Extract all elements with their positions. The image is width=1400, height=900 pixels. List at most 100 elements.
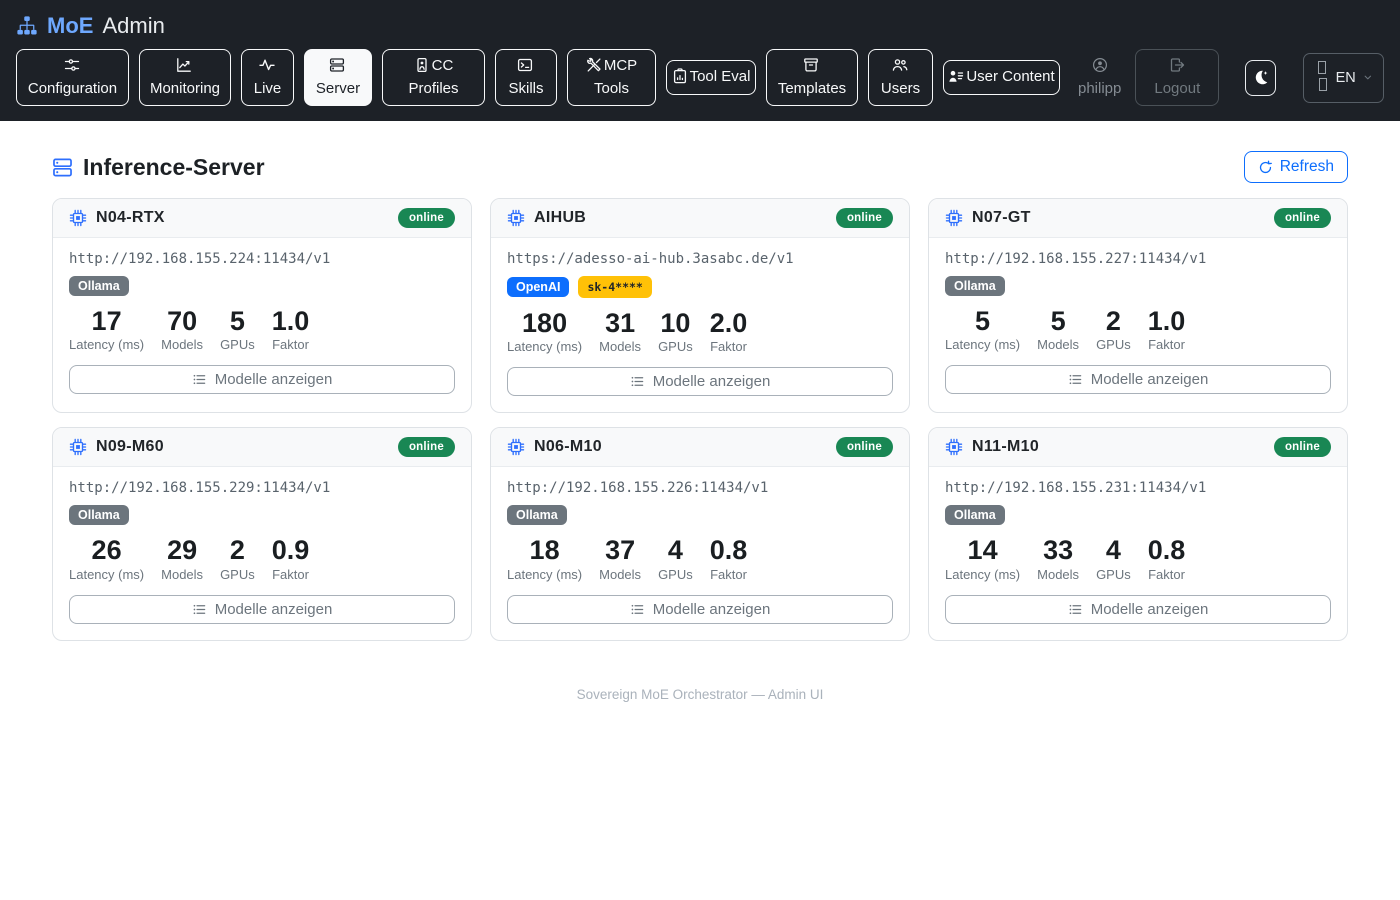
flag-placeholder-icon <box>1315 60 1328 95</box>
diagram-logo-icon <box>17 16 37 35</box>
page-title: Inference-Server <box>52 154 265 181</box>
stat-gpus: 2 <box>229 535 245 566</box>
stat-gpus: 2 <box>1105 306 1121 336</box>
nav-label: Server <box>315 79 361 97</box>
nav-label: Tool Eval <box>689 68 751 86</box>
footer-text: Sovereign MoE Orchestrator — Admin UI <box>576 686 824 702</box>
refresh-button[interactable]: Refresh <box>1243 151 1348 183</box>
nav-label: CC Profiles <box>408 57 459 97</box>
brand: MoE Admin <box>16 13 1384 39</box>
nav-label: Configuration <box>27 79 118 97</box>
nav-label: MCP Tools <box>593 57 638 97</box>
stat-models: 70 <box>167 306 198 336</box>
server-stats: 18 Latency (ms) 37 Models 4 GPUs 0.8 Faktor <box>507 535 748 582</box>
cpu-icon <box>507 439 525 456</box>
stat-faktor: 0.8 <box>1147 535 1186 566</box>
nav-monitoring[interactable]: Monitoring <box>139 49 231 106</box>
nav-configuration[interactable]: Configuration <box>16 49 129 106</box>
status-badge: online <box>1273 208 1331 228</box>
stat-models: 31 <box>605 308 636 338</box>
list-icon <box>631 604 643 614</box>
username: philipp <box>1078 79 1122 97</box>
nav-user-content[interactable]: User Content <box>943 60 1060 95</box>
server-url: http://192.168.155.227:11434/v1 <box>945 251 1207 267</box>
server-stack-icon <box>53 158 72 176</box>
stat-gpus: 10 <box>660 308 691 338</box>
person-circle-icon <box>1092 57 1107 72</box>
nav-label: Live <box>253 79 282 97</box>
moon-stars-icon <box>1256 70 1268 85</box>
nav-label: User Content <box>966 68 1055 86</box>
show-models-button[interactable]: Modelle anzeigen <box>69 594 455 624</box>
nav-templates[interactable]: Templates <box>766 49 858 106</box>
people-icon <box>892 58 907 71</box>
stat-models: 5 <box>1050 306 1066 336</box>
nav-server[interactable]: Server <box>304 49 372 106</box>
clipboard-data-icon <box>673 68 686 83</box>
stat-latency: 26 <box>91 535 122 566</box>
status-badge: online <box>397 208 455 228</box>
nav-mcp-tools[interactable]: MCP Tools <box>567 49 656 106</box>
show-models-button[interactable]: Modelle anzeigen <box>507 367 893 397</box>
stat-latency: 5 <box>975 306 991 336</box>
nav-tool-eval[interactable]: Tool Eval <box>666 60 756 95</box>
engine-badge: Ollama <box>945 505 1005 526</box>
cpu-icon <box>69 439 87 456</box>
server-stats: 14 Latency (ms) 33 Models 4 GPUs 0.8 Faktor <box>945 535 1186 582</box>
nav-label: Users <box>880 79 921 97</box>
main-content: Inference-Server Refresh N04-RTX online … <box>40 151 1360 702</box>
nav-users[interactable]: Users <box>868 49 933 106</box>
server-card: N11-M10 online http://192.168.155.231:11… <box>928 427 1348 641</box>
list-icon <box>1069 375 1081 385</box>
server-card: N06-M10 online http://192.168.155.226:11… <box>490 427 910 641</box>
server-stats: 5 Latency (ms) 5 Models 2 GPUs 1.0 Faktor <box>945 306 1186 353</box>
engine-badge: Ollama <box>945 276 1005 296</box>
show-models-button[interactable]: Modelle anzeigen <box>507 594 893 624</box>
archive-icon <box>804 57 818 72</box>
stat-faktor: 1.0 <box>271 306 310 336</box>
stat-gpus: 4 <box>1105 535 1121 566</box>
stat-latency: 180 <box>522 308 568 338</box>
server-card: AIHUB online https://adesso-ai-hub.3asab… <box>490 198 910 414</box>
engine-badge: Ollama <box>69 276 129 296</box>
nav-cc-profiles[interactable]: CC Profiles <box>382 49 485 106</box>
list-icon <box>1069 604 1081 614</box>
status-badge: online <box>397 437 455 458</box>
nav-label: Monitoring <box>149 79 221 97</box>
stat-latency: 14 <box>967 535 998 566</box>
status-badge: online <box>835 437 893 458</box>
stat-latency: 18 <box>529 535 560 566</box>
show-models-button[interactable]: Modelle anzeigen <box>945 594 1331 624</box>
show-models-button[interactable]: Modelle anzeigen <box>945 365 1331 395</box>
logout-label: Logout <box>1154 79 1201 97</box>
stat-gpus: 4 <box>667 535 683 566</box>
server-url: http://192.168.155.229:11434/v1 <box>69 480 331 497</box>
list-icon <box>631 377 643 387</box>
list-icon <box>193 604 205 614</box>
nav-label: Skills <box>508 79 544 97</box>
cpu-icon <box>507 209 525 227</box>
language-select[interactable]: EN <box>1303 52 1385 103</box>
engine-badge: Ollama <box>69 505 129 526</box>
stat-faktor: 0.8 <box>709 535 748 566</box>
show-models-button[interactable]: Modelle anzeigen <box>69 365 455 395</box>
stat-faktor: 1.0 <box>1147 306 1186 336</box>
sliders-icon <box>64 58 79 71</box>
server-grid: N04-RTX online http://192.168.155.224:11… <box>52 198 1348 641</box>
server-stats: 17 Latency (ms) 70 Models 5 GPUs 1.0 Faktor <box>69 306 310 353</box>
logout-button[interactable]: Logout <box>1135 49 1220 106</box>
nav-skills[interactable]: Skills <box>495 49 557 106</box>
server-url: http://192.168.155.224:11434/v1 <box>69 251 331 267</box>
server-stats: 26 Latency (ms) 29 Models 2 GPUs 0.9 Faktor <box>69 535 310 582</box>
top-bar: MoE Admin Configuration Monitoring Live … <box>0 0 1400 121</box>
stat-models: 37 <box>605 535 636 566</box>
status-badge: online <box>835 208 893 228</box>
nav-live[interactable]: Live <box>241 49 294 106</box>
api-key-badge: sk-4**** <box>578 276 652 298</box>
server-name: N11-M10 <box>972 438 1040 456</box>
engine-badge: OpenAI <box>507 277 570 297</box>
stat-models: 33 <box>1043 535 1074 566</box>
server-url: http://192.168.155.231:11434/v1 <box>945 480 1207 497</box>
theme-toggle-button[interactable] <box>1245 59 1277 96</box>
user-chip: philipp <box>1074 55 1125 100</box>
